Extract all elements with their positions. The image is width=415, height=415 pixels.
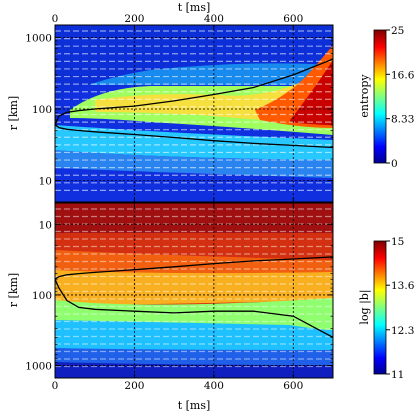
x-tick-label: 600 bbox=[283, 380, 303, 392]
top-xlabel: t [ms] bbox=[178, 1, 211, 14]
x-tick-label: 0 bbox=[52, 13, 59, 25]
entropy-colorbar: 0 8.33 16.67 25 entropy bbox=[358, 25, 415, 170]
entropy-heatmap bbox=[55, 25, 333, 202]
colorbar-tick-label: 25 bbox=[391, 25, 404, 37]
colorbar-tick-label: 15 bbox=[391, 236, 404, 248]
x-tick-label: 400 bbox=[204, 13, 224, 25]
y-tick-label: 10 bbox=[39, 219, 52, 231]
colorbar-tick-label: 16.67 bbox=[391, 69, 415, 81]
colorbar-tick-label: 12.33 bbox=[391, 325, 415, 337]
colorbar-tick-label: 11 bbox=[391, 369, 404, 381]
x-tick-label: 200 bbox=[124, 13, 144, 25]
y-tick-label: 1000 bbox=[25, 361, 52, 373]
bfield-colorbar: 11 12.33 13.67 15 log |b| bbox=[358, 236, 415, 381]
bottom-ylabel: r [km] bbox=[7, 273, 20, 307]
colorbar-tick-label: 8.33 bbox=[391, 114, 414, 126]
y-tick-label: 100 bbox=[32, 290, 52, 302]
entropy-panel: 0 200 400 600 10 100 1000 bbox=[25, 13, 334, 203]
x-tick-label: 400 bbox=[204, 380, 224, 392]
bottom-xlabel: t [ms] bbox=[178, 399, 211, 412]
entropy-colorbar-label: entropy bbox=[358, 74, 371, 118]
top-axes-frame bbox=[54, 24, 334, 203]
bfield-heatmap bbox=[55, 203, 333, 378]
x-tick-label: 0 bbox=[52, 380, 59, 392]
y-tick-label: 10 bbox=[39, 175, 52, 187]
top-ylabel: r [km] bbox=[7, 96, 20, 130]
contour-line bbox=[55, 256, 333, 280]
y-tick-label: 1000 bbox=[25, 33, 52, 45]
colorbar-tick-label: 0 bbox=[391, 158, 398, 170]
x-tick-label: 200 bbox=[124, 380, 144, 392]
colorbar-tick-label: 13.67 bbox=[391, 280, 415, 292]
bottom-axes-frame bbox=[54, 202, 334, 379]
bfield-colorbar-label: log |b| bbox=[358, 289, 372, 324]
y-tick-label: 100 bbox=[32, 104, 52, 116]
magnetic-field-panel: 0 200 400 600 10 100 1000 bbox=[25, 202, 334, 392]
x-tick-label: 600 bbox=[283, 13, 303, 25]
